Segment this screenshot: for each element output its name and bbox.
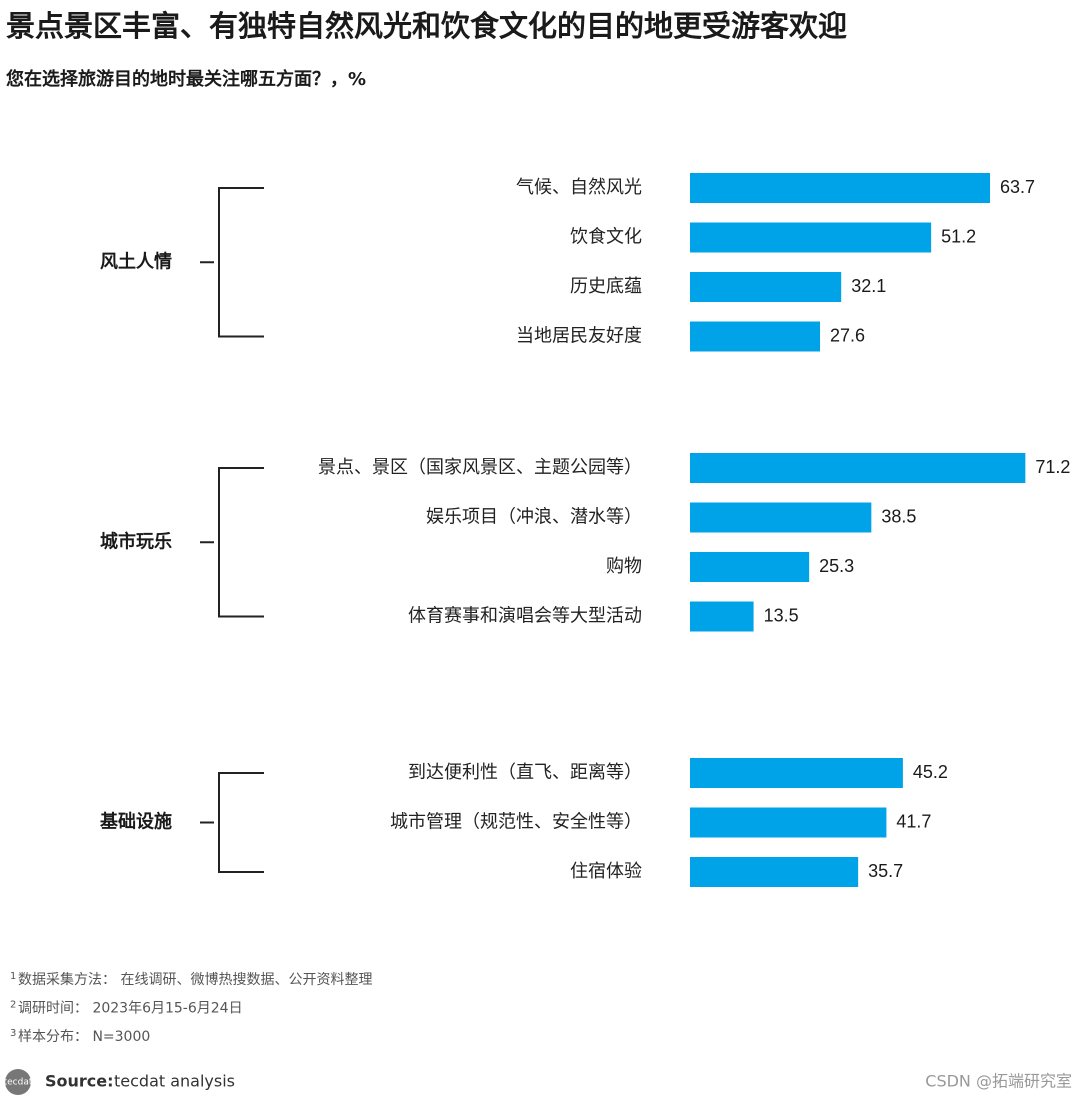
group-label: 基础设施 (99, 811, 172, 833)
watermark: CSDN @拓端研究室 (925, 1072, 1072, 1091)
category-label: 景点、景区（国家风景区、主题公园等） (318, 457, 642, 478)
bar (690, 272, 842, 302)
bar (690, 857, 859, 887)
group-label: 风土人情 (100, 251, 172, 272)
value-label: 38.5 (881, 506, 916, 526)
note: 样本分布： N=3000 (18, 1029, 150, 1045)
value-label: 35.7 (868, 861, 903, 881)
category-label: 住宿体验 (570, 861, 642, 882)
logo: tecdat (4, 1078, 33, 1088)
value-label: 32.1 (851, 276, 886, 296)
source: tecdat analysis (114, 1072, 235, 1091)
group-label: 城市玩乐 (100, 530, 172, 552)
value-label: 71.2 (1035, 457, 1070, 477)
bracket (200, 772, 264, 873)
bracket (200, 467, 264, 618)
value-label: 51.2 (941, 226, 976, 246)
bracket (200, 187, 264, 338)
value-label: 13.5 (764, 605, 799, 625)
note: 调研时间： 2023年6月15-6月24日 (18, 1001, 243, 1017)
category-label: 娱乐项目（冲浪、潜水等） (426, 507, 642, 528)
category-label: 气候、自然风光 (516, 177, 642, 198)
value-label: 27.6 (830, 325, 865, 345)
bar (690, 502, 872, 533)
value-label: 45.2 (913, 762, 948, 782)
category-label: 到达便利性（直飞、距离等） (408, 762, 642, 783)
note: 数据采集方法： 在线调研、微博热搜数据、公开资料整理 (18, 971, 372, 988)
note-mark: 1 (10, 971, 16, 982)
value-label: 25.3 (819, 556, 854, 576)
bar (690, 807, 887, 838)
bar (690, 321, 820, 352)
category-label: 城市管理（规范性、安全性等） (390, 812, 642, 833)
bar (690, 222, 932, 253)
value-label: 41.7 (896, 811, 931, 831)
bar (690, 173, 991, 203)
bar (690, 601, 754, 632)
category-label: 饮食文化 (570, 227, 642, 248)
category-label: 体育赛事和演唱会等大型活动 (408, 606, 642, 627)
bar (690, 758, 903, 788)
bar (690, 552, 810, 582)
chart-subtitle: 您在选择旅游目的地时最关注哪五方面？，% (6, 68, 366, 90)
note-mark: 3 (10, 1028, 16, 1039)
source-label: Source: (45, 1072, 114, 1091)
category-label: 当地居民友好度 (516, 326, 642, 347)
category-label: 历史底蕴 (570, 276, 642, 297)
chart-title: 景点景区丰富、有独特自然风光和饮食文化的目的地更受游客欢迎 (6, 9, 847, 43)
category-label: 购物 (606, 556, 642, 577)
value-label: 63.7 (1000, 177, 1035, 197)
logo-circle (5, 1069, 31, 1095)
bar (690, 453, 1026, 483)
note-mark: 2 (10, 1000, 16, 1011)
